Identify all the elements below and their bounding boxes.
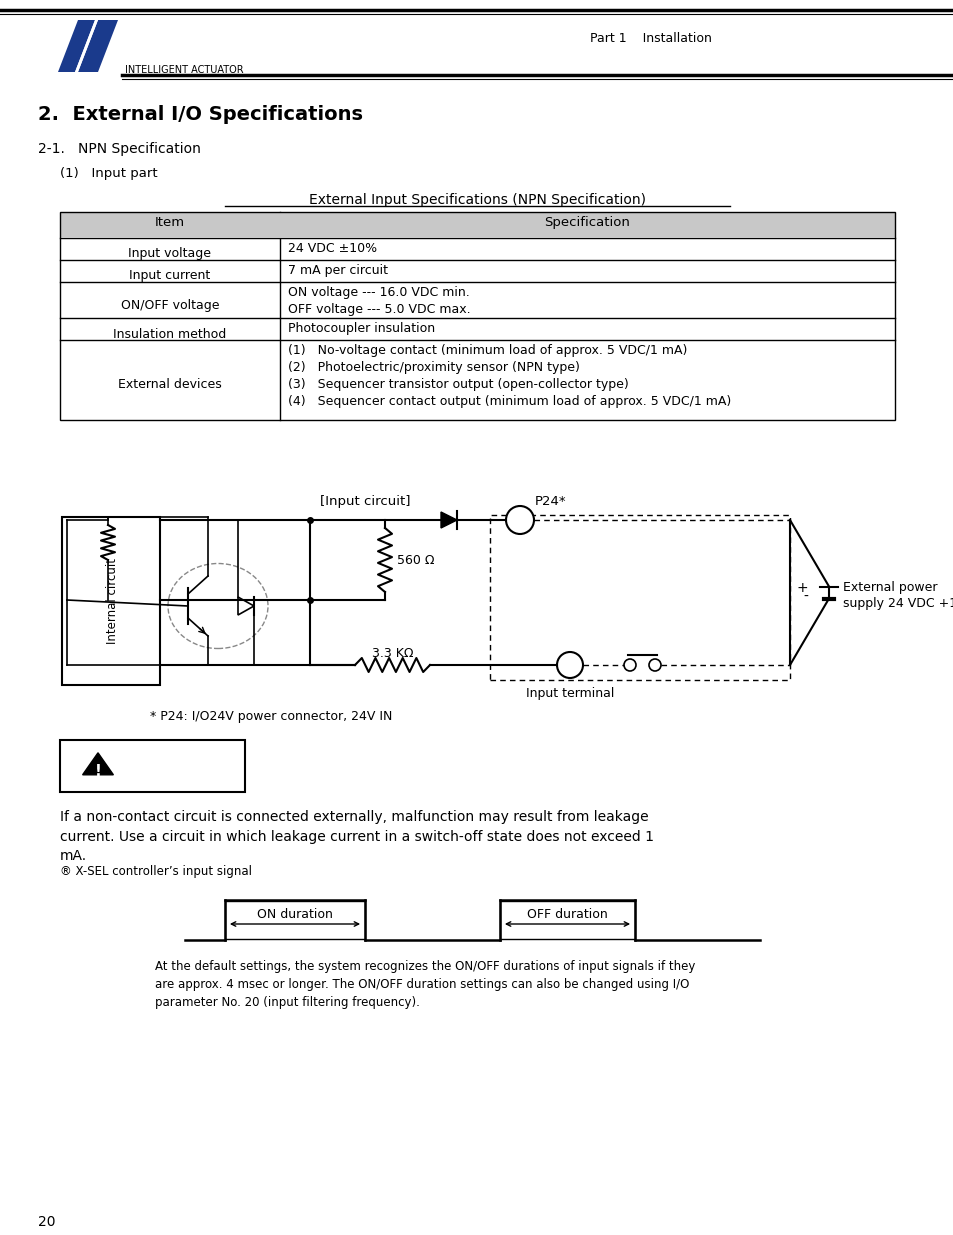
- Text: Specification: Specification: [544, 216, 630, 228]
- Text: !: !: [94, 763, 101, 778]
- Text: P24*: P24*: [535, 495, 566, 508]
- Circle shape: [623, 659, 636, 671]
- Text: Part 1    Installation: Part 1 Installation: [589, 32, 711, 44]
- Circle shape: [648, 659, 660, 671]
- Text: +: +: [796, 582, 807, 595]
- Text: External Input Specifications (NPN Specification): External Input Specifications (NPN Speci…: [309, 193, 646, 207]
- Text: Photocoupler insulation: Photocoupler insulation: [288, 322, 435, 335]
- Text: 2-1.   NPN Specification: 2-1. NPN Specification: [38, 142, 201, 156]
- Text: ON duration: ON duration: [256, 908, 333, 920]
- Text: OFF duration: OFF duration: [527, 908, 607, 920]
- Text: ® X-SEL controller’s input signal: ® X-SEL controller’s input signal: [60, 864, 252, 878]
- Polygon shape: [83, 753, 113, 774]
- Bar: [62, 517, 160, 685]
- Text: External devices: External devices: [118, 378, 222, 391]
- Text: [Input circuit]: [Input circuit]: [319, 495, 410, 508]
- Text: 7 mA per circuit: 7 mA per circuit: [288, 264, 388, 277]
- Bar: [60, 212, 894, 420]
- Text: Input voltage: Input voltage: [129, 247, 212, 261]
- Text: 560 Ω: 560 Ω: [396, 553, 434, 567]
- Text: ON voltage --- 16.0 VDC min.
OFF voltage --- 5.0 VDC max.: ON voltage --- 16.0 VDC min. OFF voltage…: [288, 287, 470, 316]
- Text: INTELLIGENT ACTUATOR: INTELLIGENT ACTUATOR: [125, 65, 243, 75]
- Text: Internal circuit: Internal circuit: [107, 558, 119, 643]
- Text: (1)   Input part: (1) Input part: [60, 167, 157, 180]
- Bar: [60, 212, 894, 238]
- Text: -: -: [802, 589, 807, 604]
- Polygon shape: [75, 20, 98, 72]
- Text: 20: 20: [38, 1215, 55, 1229]
- Text: Insulation method: Insulation method: [113, 327, 227, 341]
- Text: Input terminal: Input terminal: [525, 687, 614, 700]
- Text: 2.  External I/O Specifications: 2. External I/O Specifications: [38, 105, 363, 124]
- Polygon shape: [440, 513, 456, 529]
- Text: 24 VDC ±10%: 24 VDC ±10%: [288, 242, 376, 254]
- Circle shape: [505, 506, 534, 534]
- Bar: [225, 902, 365, 939]
- Bar: [499, 902, 635, 939]
- Text: At the default settings, the system recognizes the ON/OFF durations of input sig: At the default settings, the system reco…: [154, 960, 695, 1009]
- Text: ON/OFF voltage: ON/OFF voltage: [121, 299, 219, 311]
- Text: 3.3 KΩ: 3.3 KΩ: [372, 647, 413, 659]
- Text: (1)   No-voltage contact (minimum load of approx. 5 VDC/1 mA)
(2)   Photoelectri: (1) No-voltage contact (minimum load of …: [288, 345, 731, 408]
- Bar: [490, 515, 789, 680]
- Text: If a non-contact circuit is connected externally, malfunction may result from le: If a non-contact circuit is connected ex…: [60, 810, 654, 863]
- Bar: [60, 740, 245, 792]
- Text: * P24: I/O24V power connector, 24V IN: * P24: I/O24V power connector, 24V IN: [150, 710, 392, 722]
- Text: Item: Item: [154, 216, 185, 228]
- Polygon shape: [58, 20, 95, 72]
- Text: Input current: Input current: [130, 269, 211, 283]
- Polygon shape: [78, 20, 118, 72]
- Text: External power
supply 24 VDC +10%: External power supply 24 VDC +10%: [842, 582, 953, 610]
- Circle shape: [557, 652, 582, 678]
